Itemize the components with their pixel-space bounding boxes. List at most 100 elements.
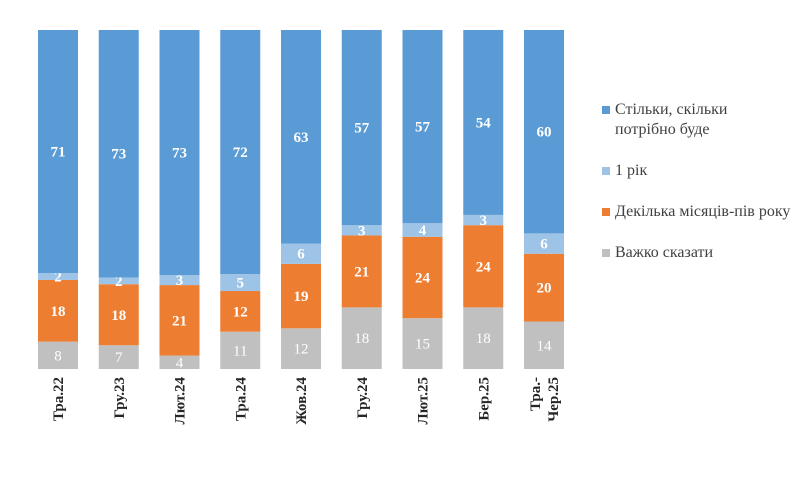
legend-swatch [602,249,610,257]
data-label: 4 [419,223,427,239]
legend-label: 1 рік [615,162,648,179]
data-label: 24 [415,270,431,286]
svg-text:Жов.24: Жов.24 [294,377,310,425]
data-label: 8 [54,348,62,364]
bar-segment [98,30,139,278]
x-tick-label: Бер.25 [476,377,492,421]
data-label: 4 [176,355,184,371]
data-label: 54 [476,115,492,131]
bar-segment [463,307,504,369]
svg-text:Лют.24: Лют.24 [173,377,189,425]
x-tick-label: Тра.- Чер.25 [528,377,562,422]
legend-swatch [602,167,610,175]
data-label: 20 [537,281,552,297]
data-label: 73 [111,147,126,163]
svg-text:Тра.-Чер.25: Тра.- Чер.25 [528,377,562,422]
x-tick-label: Гру.23 [112,377,128,419]
bar-segment [98,284,139,346]
x-tick-label: Лют.25 [416,377,432,424]
svg-text:Тра.24: Тра.24 [233,377,249,422]
x-tick-label: Лют.24 [173,377,189,425]
bar-segment [98,345,139,369]
legend-item: Стільки, скільки потрібно буде [602,100,792,140]
data-label: 12 [233,304,248,320]
bar-segment [463,30,504,215]
bar-segment [38,273,78,280]
data-label: 19 [294,289,309,305]
bar-segment [38,341,78,369]
data-label: 57 [354,121,370,137]
x-tick-label: Тра.22 [51,377,67,421]
bars-layer: 8182717182734213731112572121966318213571… [38,30,564,371]
data-label: 71 [51,145,66,161]
data-label: 3 [176,273,184,289]
bar-segment [98,277,139,285]
legend-item: Важко сказати [602,243,792,263]
legend-item: 1 рік [602,161,792,181]
x-tick-label: Гру.24 [355,377,371,419]
legend: Стільки, скільки потрібно буде 1 рік Декіл… [602,100,792,284]
x-tick-label: Жов.24 [294,377,310,425]
data-label: 63 [294,130,309,146]
data-label: 2 [115,274,123,290]
legend-label: Декілька місяців-пів року [615,203,791,220]
x-tick-labels: Тра.22 Гру.23 Лют.24 Тра.24 Жов.24 Гру.24 Лют.… [51,377,562,425]
bar-segment [341,225,382,236]
bar-segment [38,30,78,274]
data-label: 2 [54,270,62,286]
data-label: 57 [415,120,431,136]
bar-segment [402,223,443,237]
svg-text:Тра.22: Тра.22 [51,377,67,421]
data-label: 21 [354,264,369,280]
data-label: 18 [476,331,491,347]
legend-label: Важко сказати [615,244,714,261]
bar-segment [281,263,321,329]
bar-segment [463,214,504,226]
bar-segment [38,279,78,342]
legend-label: Стільки, скільки потрібно буде [615,101,728,138]
svg-text:Гру.24: Гру.24 [355,377,371,419]
bar-segment [524,30,564,234]
bar-segment [159,30,200,276]
data-label: 6 [297,247,305,263]
legend-swatch [602,106,610,114]
bar-segment [524,253,564,322]
bar-segment [402,318,443,369]
data-label: 7 [115,350,123,366]
legend-item: Декілька місяців-пів року [602,202,792,222]
data-label: 6 [540,237,548,253]
bar-segment [281,30,321,244]
bar-segment [220,30,261,275]
data-label: 3 [480,213,488,229]
bar-segment [281,243,321,264]
data-label: 18 [51,304,66,320]
data-label: 5 [237,276,245,292]
data-label: 72 [233,145,248,161]
svg-text:Лют.25: Лют.25 [416,377,432,424]
data-label: 18 [111,308,126,324]
data-label: 11 [233,343,247,359]
data-label: 73 [172,146,187,162]
data-label: 60 [537,125,552,141]
bar-segment [220,274,261,292]
bar-segment [341,307,382,369]
data-label: 18 [354,331,369,347]
bar-segment [281,328,321,369]
bar-segment [524,233,564,254]
bar-segment [159,285,200,356]
bar-segment [524,321,564,369]
bar-segment [402,30,443,224]
svg-text:Бер.25: Бер.25 [476,377,492,421]
data-label: 3 [358,223,366,239]
data-label: 21 [172,313,187,329]
bar-segment [341,235,382,308]
bar-segment [341,30,382,226]
svg-text:Гру.23: Гру.23 [112,377,128,419]
data-label: 14 [537,338,553,354]
data-label: 12 [294,342,309,358]
data-label: 24 [476,259,492,275]
bar-segment [220,331,261,369]
bar-segment [220,291,261,332]
x-tick-label: Тра.24 [233,377,249,422]
